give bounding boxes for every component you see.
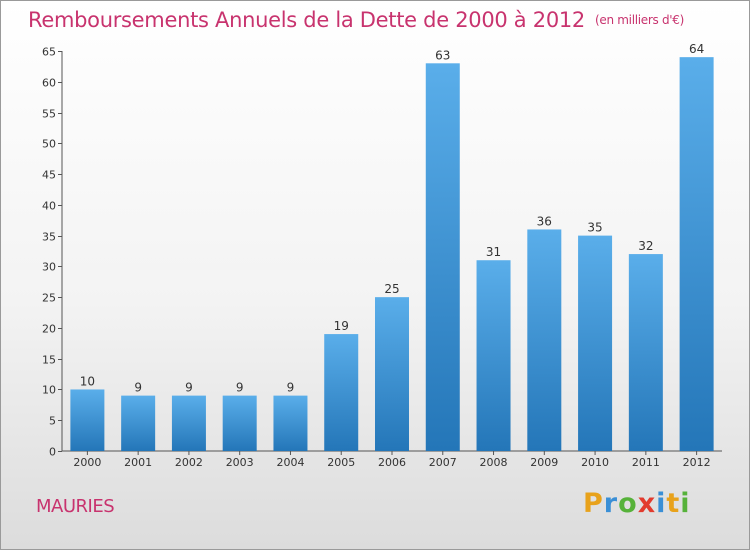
commune-name: MAURIES (36, 496, 115, 517)
data-label: 64 (689, 42, 704, 56)
data-label: 31 (486, 245, 501, 259)
data-label: 32 (638, 239, 653, 253)
data-label: 9 (236, 381, 244, 395)
data-label: 9 (134, 381, 142, 395)
y-tick-label: 45 (42, 169, 56, 182)
y-tick-label: 0 (49, 446, 56, 459)
data-label: 9 (185, 381, 193, 395)
proxiti-logo: Proxiti (583, 488, 691, 519)
bar (679, 57, 714, 452)
data-label: 63 (435, 48, 450, 62)
y-tick-label: 35 (42, 231, 56, 244)
x-tick-label: 2004 (276, 456, 304, 469)
x-tick-label: 2000 (73, 456, 101, 469)
logo-letter: r (603, 488, 619, 519)
logo-letter: o (618, 488, 638, 519)
bar (425, 63, 460, 452)
x-tick-label: 2012 (683, 456, 711, 469)
y-tick-label: 20 (42, 323, 56, 336)
x-tick-label: 2005 (327, 456, 355, 469)
logo-letter: i (680, 488, 691, 519)
x-tick-label: 2006 (378, 456, 406, 469)
bar (527, 229, 562, 451)
logo-letter: i (656, 488, 667, 519)
bar (222, 395, 257, 451)
y-tick-label: 65 (42, 46, 56, 59)
bar (578, 235, 613, 451)
bar (324, 334, 359, 451)
bar (628, 254, 663, 451)
x-tick-label: 2003 (226, 456, 254, 469)
chart-title: Remboursements Annuels de la Dette de 20… (28, 8, 684, 32)
x-tick-label: 2010 (581, 456, 609, 469)
bar (476, 260, 511, 451)
y-tick-label: 25 (42, 292, 56, 305)
data-label: 9 (287, 381, 295, 395)
data-labels: 10 9 9 9 9 19 25 63 31 36 35 32 64 (80, 42, 705, 394)
y-tick-label: 60 (42, 77, 56, 90)
x-tick-label: 2002 (175, 456, 203, 469)
x-tick-label: 2007 (429, 456, 457, 469)
y-tick-label: 10 (42, 384, 56, 397)
data-label: 19 (334, 319, 349, 333)
x-tick-label: 2001 (124, 456, 152, 469)
bars (70, 57, 714, 452)
bar (375, 297, 409, 451)
y-tick-label: 30 (42, 261, 56, 274)
x-tick-label: 2011 (632, 456, 660, 469)
logo-letter: P (583, 488, 604, 519)
bar (70, 389, 105, 451)
bar (121, 395, 156, 451)
x-tick-label: 2008 (480, 456, 508, 469)
data-label: 25 (384, 282, 399, 296)
logo-letter: x (637, 488, 657, 519)
y-tick-label: 50 (42, 138, 56, 151)
y-tick-label: 40 (42, 200, 56, 213)
y-tick-label: 15 (42, 354, 56, 367)
chart-title-text: Remboursements Annuels de la Dette de 20… (28, 8, 585, 32)
data-label: 10 (80, 374, 95, 388)
logo-letter: t (666, 488, 681, 519)
y-tick-label: 5 (49, 415, 56, 428)
data-label: 35 (587, 221, 602, 235)
data-label: 36 (537, 214, 552, 228)
bar (171, 395, 206, 451)
x-tick-label: 2009 (530, 456, 558, 469)
unit-note: (en milliers d'€) (595, 13, 685, 27)
bar (273, 395, 308, 451)
y-tick-label: 55 (42, 108, 56, 121)
